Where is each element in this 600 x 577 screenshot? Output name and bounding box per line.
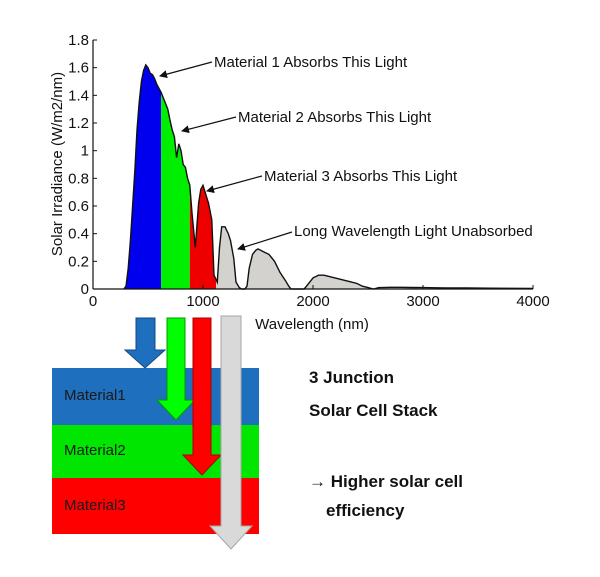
annotation-text-1: Material 1 Absorbs This Light (214, 54, 408, 71)
y-axis-label: Solar Irradiance (W/m2/nm) (49, 72, 66, 256)
annotation-material-3: Material 3 Absorbs This Light (206, 168, 458, 194)
blue-arrow (123, 317, 167, 369)
side-description: 3 Junction Solar Cell Stack → Higher sol… (309, 368, 463, 520)
band-2 (161, 92, 190, 289)
annotation-arrow-3 (206, 175, 263, 194)
y-tick-label: 1.4 (68, 87, 89, 104)
annotation-text-3: Material 3 Absorbs This Light (264, 168, 458, 185)
band-1 (123, 64, 162, 290)
x-tick-label: 4000 (516, 293, 549, 310)
x-tick-label: 1000 (186, 293, 219, 310)
y-tick-label: 1.6 (68, 60, 89, 77)
spectrum-outline (123, 63, 534, 290)
annotation-arrow-4 (237, 231, 293, 251)
x-tick-label: 0 (89, 293, 97, 310)
x-tick-label: 3000 (406, 293, 439, 310)
y-tick-label: 0.6 (68, 198, 89, 215)
y-tick-label: 1 (81, 143, 89, 160)
spectrum-chart: 0 0.2 0.4 0.6 0.8 1 1.2 1.4 1.6 1.8 0 1000 2000 3000… (49, 32, 550, 333)
gray-arrow (208, 315, 254, 550)
annotation-text-4: Long Wavelength Light Unabsorbed (294, 223, 533, 240)
x-axis-label: Wavelength (nm) (255, 316, 369, 333)
side-text-junction: 3 Junction (309, 368, 394, 387)
layer-label-material3: Material3 (64, 497, 126, 514)
cell-stack: Material1 Material2 Material3 (52, 315, 259, 550)
y-tick-label: 0.4 (68, 226, 89, 243)
layer-label-material1: Material1 (64, 387, 126, 404)
x-ticks: 0 1000 2000 3000 4000 (89, 285, 550, 310)
x-tick-label: 2000 (296, 293, 329, 310)
annotation-unabsorbed: Long Wavelength Light Unabsorbed (237, 223, 533, 251)
annotation-material-1: Material 1 Absorbs This Light (159, 54, 408, 79)
annotation-material-2: Material 2 Absorbs This Light (181, 109, 432, 134)
green-arrow (155, 317, 197, 421)
side-text-higher: → Higher solar cell (309, 472, 463, 491)
annotation-arrow-2 (181, 116, 237, 134)
y-ticks: 0 0.2 0.4 0.6 0.8 1 1.2 1.4 1.6 1.8 (68, 32, 97, 298)
annotation-text-2: Material 2 Absorbs This Light (238, 109, 432, 126)
side-text-stack: Solar Cell Stack (309, 401, 438, 420)
layer-label-material2: Material2 (64, 442, 126, 459)
red-arrow (181, 317, 223, 476)
y-tick-label: 0.2 (68, 253, 89, 270)
y-tick-label: 0 (81, 281, 89, 298)
side-text-efficiency: efficiency (326, 501, 405, 520)
y-tick-label: 0.8 (68, 170, 89, 187)
y-tick-label: 1.8 (68, 32, 89, 49)
annotation-arrow-1 (159, 61, 213, 79)
y-tick-label: 1.2 (68, 115, 89, 132)
